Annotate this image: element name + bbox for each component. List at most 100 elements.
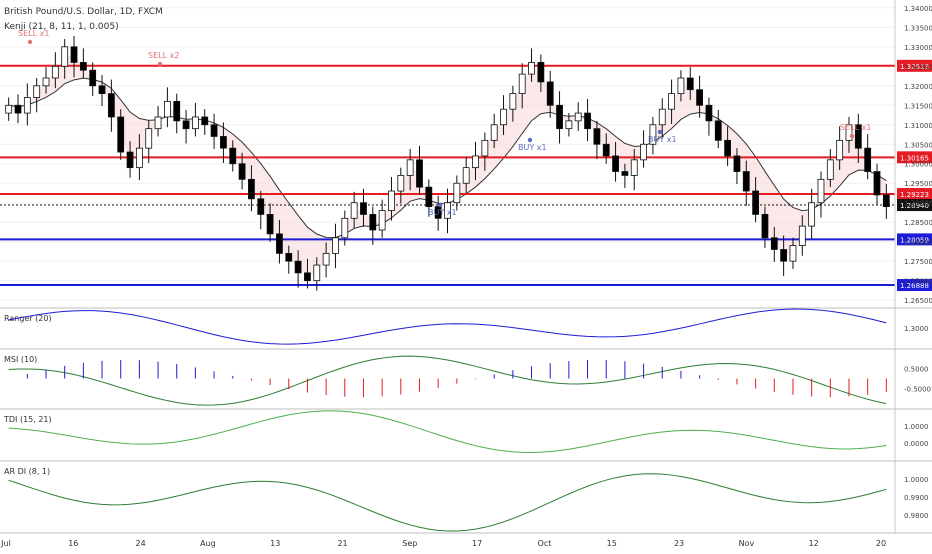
price-level-badge <box>897 279 932 292</box>
candle-body <box>89 69 97 87</box>
signal-annotation: BUY x1 <box>428 208 457 217</box>
candle-body <box>276 233 283 254</box>
price-tick-label: 1.31000 <box>904 122 932 130</box>
signal-annotation: BUY x1 <box>518 143 547 152</box>
price-level-badge <box>897 199 932 212</box>
candle-body <box>509 93 517 110</box>
x-tick-label: 20 <box>876 539 886 548</box>
candle-body <box>154 116 162 130</box>
candle-body <box>51 65 59 79</box>
price-tick-label: 1.30000 <box>904 161 932 169</box>
candle-body <box>192 116 199 130</box>
candle-body <box>593 128 601 145</box>
signal-annotation: SELL x2 <box>148 51 179 60</box>
candle-body <box>528 62 535 75</box>
candle-body <box>294 260 302 274</box>
price-level-label: 1.28940 <box>900 202 929 210</box>
candle-body <box>826 159 834 180</box>
candle-body <box>61 46 69 67</box>
x-tick-label: 13 <box>270 539 280 548</box>
candle-body <box>546 81 554 106</box>
x-tick-label: 17 <box>472 539 482 548</box>
candle-body <box>798 225 806 246</box>
candle-body <box>444 202 451 219</box>
candle-body <box>135 147 143 169</box>
candle-body <box>714 120 722 141</box>
candle-body <box>369 214 377 231</box>
price-level-label: 1.29223 <box>900 191 929 199</box>
candle-body <box>817 178 825 204</box>
panel-tick-label: 0.9800 <box>904 512 929 520</box>
price-level-badge <box>897 151 932 164</box>
candle-body <box>770 237 778 250</box>
candle-body <box>742 171 750 192</box>
candle-body <box>397 175 405 192</box>
price-level-label: 1.26888 <box>900 282 929 290</box>
candle-body <box>630 159 638 176</box>
panel-title: AR DI (8, 1) <box>4 467 50 476</box>
candle-body <box>668 93 675 110</box>
candle-body <box>733 155 741 172</box>
price-tick-label: 1.27500 <box>904 258 932 266</box>
candle-body <box>686 77 694 91</box>
candle-body <box>724 139 732 157</box>
candle-body <box>761 214 769 239</box>
candle-body <box>322 252 330 266</box>
price-tick-label: 1.32000 <box>904 83 932 91</box>
x-tick-label: Nov <box>739 539 755 548</box>
panel-series-line <box>8 308 887 345</box>
candle-body <box>472 155 479 169</box>
candle-body <box>462 167 470 184</box>
signal-marker <box>527 137 533 143</box>
candle-body <box>649 124 657 145</box>
price-tick-label: 1.33000 <box>904 44 932 52</box>
price-level-label: 1.28059 <box>900 236 929 244</box>
price-level-label: 1.30165 <box>900 154 929 162</box>
candle-body <box>126 151 134 169</box>
panel-tick-label: 0.9900 <box>904 494 929 502</box>
candle-body <box>42 77 50 87</box>
candle-body <box>808 202 816 227</box>
candle-body <box>556 104 563 130</box>
candle-body <box>621 171 629 176</box>
candle-body <box>304 272 311 282</box>
x-tick-label: Sep <box>402 539 417 548</box>
candle-body <box>285 252 293 262</box>
price-tick-label: 1.29000 <box>904 200 932 208</box>
candle-body <box>406 159 414 176</box>
candle-body <box>220 136 227 149</box>
signal-marker <box>849 133 855 139</box>
panel-title: Ranger (20) <box>4 314 52 323</box>
candle-body <box>789 245 797 262</box>
panel-tick-label: -0.5000 <box>904 385 931 393</box>
panel-title: MSI (10) <box>4 355 37 364</box>
candle-body <box>677 77 685 94</box>
price-level-badge <box>897 188 932 201</box>
candle-body <box>425 186 433 208</box>
signal-marker <box>27 39 33 45</box>
candle-body <box>163 100 171 118</box>
panel-series-line <box>8 410 887 453</box>
candle-body <box>5 104 13 114</box>
candle-body <box>332 237 339 254</box>
candle-body <box>248 178 255 200</box>
candle-body <box>360 202 367 215</box>
candle-body <box>658 108 666 126</box>
price-tick-label: 1.31500 <box>904 102 932 110</box>
candle-body <box>565 120 573 130</box>
candle-body <box>173 100 181 122</box>
panel-title: TDI (15, 21) <box>3 415 52 424</box>
indicator-label: Kenji (21, 8, 11, 1, 0.005) <box>4 22 119 32</box>
candle-body <box>518 73 526 94</box>
x-tick-label: 16 <box>68 539 78 548</box>
candle-body <box>33 85 41 98</box>
candle-body <box>574 112 582 122</box>
candle-body <box>98 85 106 94</box>
x-tick-label: Aug <box>200 539 216 548</box>
x-tick-label: Oct <box>538 539 552 548</box>
candle-body <box>490 124 498 141</box>
candle-body <box>537 62 545 83</box>
candle-body <box>229 147 237 165</box>
